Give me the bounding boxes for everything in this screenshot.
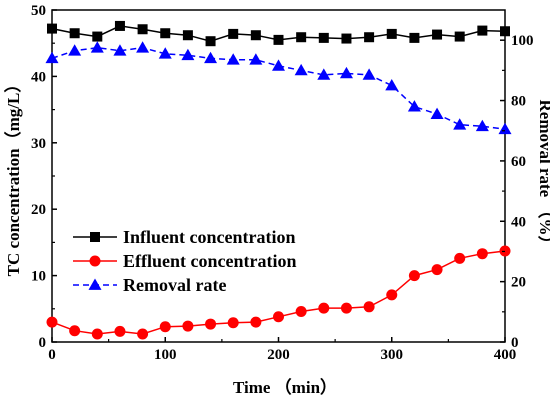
data-point xyxy=(295,305,307,317)
data-point xyxy=(228,28,239,39)
data-point xyxy=(294,63,308,76)
data-point xyxy=(454,31,465,42)
data-point xyxy=(250,316,262,328)
data-point xyxy=(226,53,240,65)
data-point xyxy=(273,34,284,45)
data-point xyxy=(386,289,398,301)
y2-tick-label: 0 xyxy=(511,335,519,351)
x-tick-label: 100 xyxy=(154,347,177,363)
y2-tick-label: 80 xyxy=(511,94,526,110)
data-point xyxy=(408,270,420,282)
data-point xyxy=(476,248,488,260)
data-point xyxy=(205,36,216,47)
data-point xyxy=(68,44,82,56)
data-point xyxy=(69,325,81,337)
data-point xyxy=(69,28,80,39)
data-point xyxy=(454,252,466,264)
data-point xyxy=(477,25,488,36)
data-point xyxy=(46,316,58,328)
y-tick-label: 30 xyxy=(31,136,46,152)
y2-axis-title: Removal rate （%） xyxy=(536,100,550,253)
y2-tick-label: 20 xyxy=(511,275,526,291)
data-point xyxy=(158,47,172,59)
y2-tick-label: 60 xyxy=(511,154,526,170)
data-point xyxy=(431,264,443,276)
data-point xyxy=(113,44,127,56)
data-point xyxy=(362,68,376,80)
data-point xyxy=(407,100,421,112)
data-point xyxy=(386,28,397,39)
y-tick-label: 40 xyxy=(31,69,46,85)
data-point xyxy=(364,32,375,43)
legend-marker xyxy=(88,278,102,290)
series-square xyxy=(47,20,510,47)
data-point xyxy=(500,26,510,37)
data-point xyxy=(341,33,352,44)
data-point xyxy=(227,317,239,329)
legend-item: Effluent concentration xyxy=(73,251,296,271)
data-point xyxy=(182,30,193,41)
data-point xyxy=(385,78,399,91)
data-point xyxy=(317,68,331,80)
data-point xyxy=(204,51,218,64)
data-point xyxy=(340,302,352,314)
series-circle xyxy=(46,245,511,340)
legend-label: Removal rate xyxy=(123,275,226,295)
data-point xyxy=(318,302,330,314)
data-point xyxy=(45,51,59,64)
legend-item: Removal rate xyxy=(73,275,226,295)
data-point xyxy=(114,325,126,337)
x-tick-label: 200 xyxy=(267,347,290,363)
legend: Influent concentration Effluent concentra… xyxy=(73,227,296,295)
data-point xyxy=(475,119,489,132)
data-point xyxy=(137,328,149,340)
data-point xyxy=(339,66,353,79)
data-point xyxy=(272,59,285,71)
data-point xyxy=(250,30,261,41)
legend-item: Influent concentration xyxy=(73,227,296,247)
y-axis-title: TC concentration（mg/L） xyxy=(3,76,23,277)
data-point xyxy=(160,28,171,39)
y-tick-label: 10 xyxy=(31,269,46,285)
data-point xyxy=(114,20,125,31)
data-point xyxy=(498,122,512,135)
data-point xyxy=(47,23,57,34)
data-point xyxy=(432,29,443,40)
x-tick-label: 300 xyxy=(381,347,404,363)
legend-marker xyxy=(89,255,101,267)
data-point xyxy=(182,320,194,332)
data-point xyxy=(318,32,329,43)
y-tick-label: 20 xyxy=(31,202,46,218)
series-layer xyxy=(45,20,512,340)
data-point xyxy=(136,41,150,53)
series-triangle xyxy=(45,41,512,135)
data-point xyxy=(205,318,217,330)
data-point xyxy=(92,31,103,42)
x-tick-label: 0 xyxy=(48,347,56,363)
legend-marker xyxy=(90,232,100,242)
data-point xyxy=(273,311,284,323)
x-tick-label: 400 xyxy=(494,347,517,363)
data-point xyxy=(91,328,103,340)
data-point xyxy=(137,24,148,35)
data-point xyxy=(409,32,420,43)
y-tick-label: 50 xyxy=(31,3,46,19)
y-tick-label: 0 xyxy=(39,335,47,351)
data-point xyxy=(430,107,444,120)
data-point xyxy=(159,321,171,333)
data-point xyxy=(90,41,104,53)
x-axis-title: Time （min） xyxy=(233,377,337,397)
data-point xyxy=(296,32,307,43)
legend-label: Influent concentration xyxy=(123,227,296,247)
y2-tick-label: 100 xyxy=(511,33,534,49)
legend-label: Effluent concentration xyxy=(123,251,296,271)
data-point xyxy=(249,53,263,65)
data-point xyxy=(363,301,375,313)
data-point xyxy=(181,48,195,61)
y2-tick-label: 40 xyxy=(511,214,526,230)
data-point xyxy=(453,118,467,130)
